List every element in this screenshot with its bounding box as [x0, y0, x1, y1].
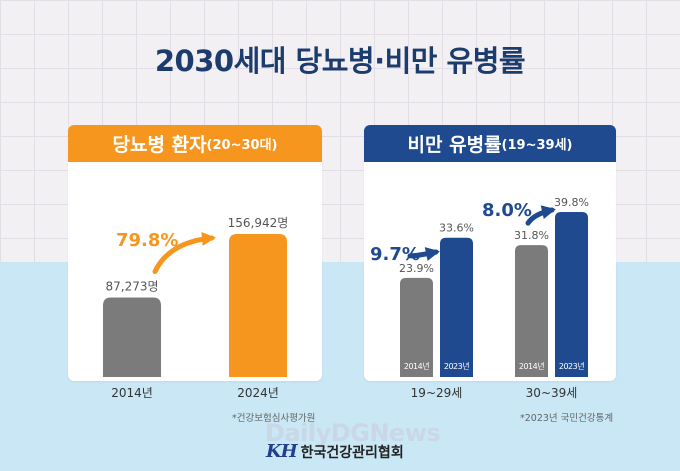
diabetes-panel-subtitle: (20~30대): [206, 138, 278, 153]
diabetes-value-label: 156,942명: [228, 216, 289, 230]
obesity-growth-label-19-29: 9.7%: [370, 244, 420, 265]
obesity-panel-subtitle: (19~39세): [501, 138, 573, 153]
diabetes-category-label: 2014년: [111, 386, 153, 400]
obesity-source-note: *2023년 국민건강통계: [520, 413, 614, 424]
watermark: DailyDGNews: [265, 419, 441, 447]
obesity-value-label: 33.6%: [439, 222, 474, 235]
obesity-value-label: 39.8%: [554, 196, 589, 209]
obesity-growth-arrow-30-39-head: [540, 205, 556, 220]
diabetes-value-label: 87,273명: [105, 279, 158, 293]
obesity-bar-year-label: 2023년: [559, 361, 584, 371]
diabetes-bar-2024년: [229, 234, 287, 377]
obesity-bar-19~29세-2023년: [440, 237, 473, 377]
obesity-bar-30~39세-2023년: [555, 212, 588, 377]
obesity-value-label: 23.9%: [399, 262, 434, 275]
footer-logo: KH 한국건강관리협회: [266, 441, 404, 462]
obesity-growth-arrow-19-29-head: [424, 247, 440, 261]
diabetes-category-label: 2024년: [237, 386, 279, 400]
diabetes-growth-label: 79.8%: [116, 230, 178, 251]
diabetes-panel-title: 당뇨병 환자: [112, 134, 207, 156]
obesity-panel-title: 비만 유병률: [407, 134, 502, 156]
diabetes-source-note: *건강보험심사평가원: [232, 413, 316, 424]
obesity-bar-year-label: 2023년: [444, 361, 469, 371]
org-name: 한국건강관리협회: [300, 444, 404, 461]
diabetes-panel-header: 당뇨병 환자 (20~30대): [68, 125, 322, 162]
obesity-panel-header: 비만 유병률 (19~39세): [364, 125, 616, 162]
page-title: 2030세대 당뇨병·비만 유병률: [154, 44, 526, 78]
obesity-bar-19~29세-2014년: [400, 277, 433, 377]
obesity-category-label: 30~39세: [526, 386, 578, 400]
obesity-bar-30~39세-2014년: [515, 245, 548, 377]
obesity-growth-label-30-39: 8.0%: [482, 200, 532, 221]
diabetes-bar-2014년: [103, 297, 161, 377]
obesity-bar-year-label: 2014년: [519, 361, 544, 371]
obesity-category-label: 19~29세: [411, 386, 463, 400]
diabetes-growth-arrow-head: [201, 231, 216, 246]
obesity-bar-year-label: 2014년: [404, 361, 429, 371]
logo-mark: KH: [266, 441, 298, 462]
obesity-value-label: 31.8%: [514, 229, 549, 242]
